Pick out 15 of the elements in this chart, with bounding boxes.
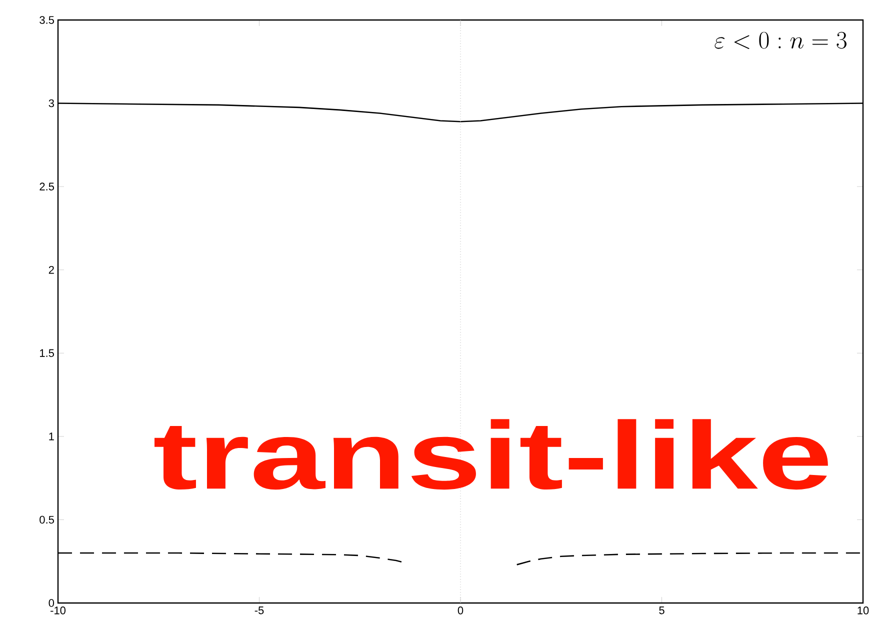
- y-tick-label: 3.5: [40, 16, 54, 24]
- y-tick-label: 0.5: [40, 516, 54, 524]
- x-tick-label: 0: [458, 606, 464, 614]
- y-tick-label: 1.5: [40, 349, 54, 357]
- x-tick-label: -10: [50, 606, 66, 614]
- x-tick-label: 5: [659, 606, 664, 614]
- annotation: transit-like: [154, 419, 828, 490]
- y-tick-label: 0: [48, 599, 54, 607]
- annotation: $\varepsilon < 0 : n = 3$: [714, 32, 847, 49]
- y-tick-label: 2.5: [40, 182, 54, 190]
- y-tick-label: 2: [48, 266, 54, 274]
- y-tick-label: 3: [48, 99, 54, 108]
- x-tick-label: 10: [858, 606, 869, 614]
- y-tick-label: 1: [49, 432, 54, 440]
- x-tick-label: -5: [254, 606, 264, 614]
